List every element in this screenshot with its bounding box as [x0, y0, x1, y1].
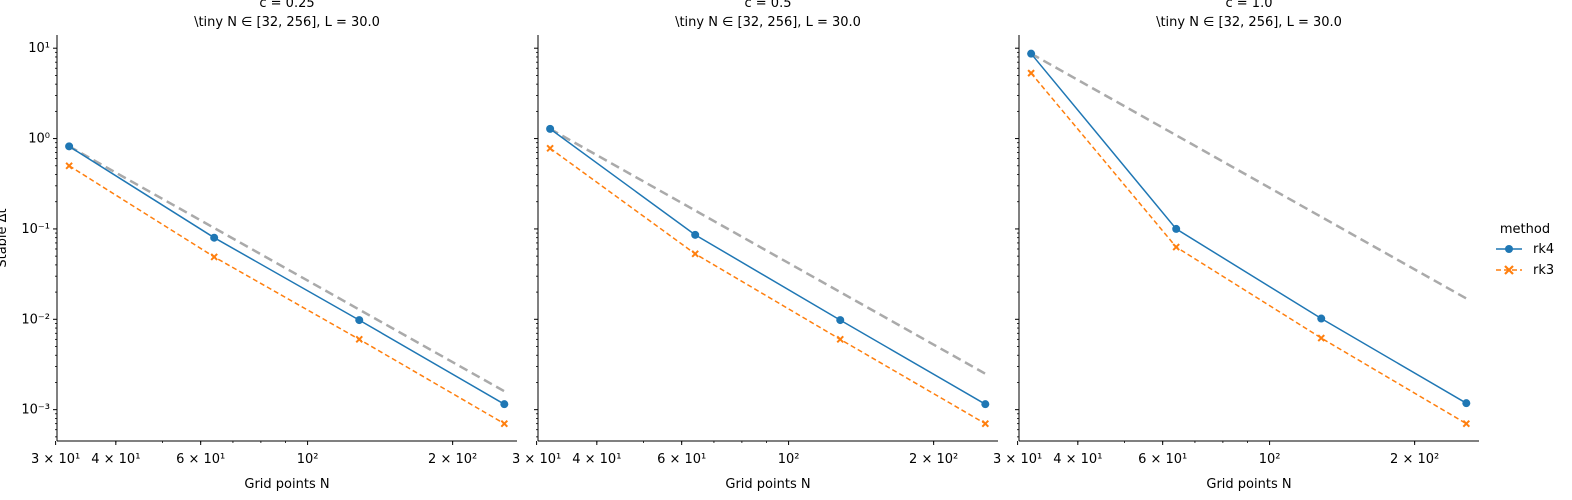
legend-rk3-label: rk3 [1533, 263, 1554, 278]
x-axis-label: Grid points N [244, 477, 329, 492]
marker-stroke [355, 335, 363, 344]
panel-title-line1: c = 0.25 [259, 0, 314, 11]
reference-slope-line [68, 145, 505, 393]
marker-stroke [836, 335, 844, 344]
x-tick-label: 3 × 10¹ [31, 452, 80, 467]
panel-title-line2: \tiny N ∈ [32, 256], L = 30.0 [675, 15, 861, 30]
marker-stroke [1027, 69, 1035, 77]
data-point-rk4 [836, 316, 845, 325]
marker-stroke [500, 419, 509, 428]
data-point-rk3 [355, 335, 363, 344]
y-tick-label: 10¹ [28, 41, 50, 56]
data-point-rk3 [1462, 419, 1471, 428]
x-tick-label: 3 × 10¹ [993, 452, 1042, 467]
series-line-rk4 [549, 128, 986, 405]
series-line-rk3 [1030, 72, 1467, 425]
y-tick-label: 10⁰ [28, 132, 50, 147]
x-tick-label: 4 × 10¹ [572, 452, 621, 467]
x-tick-label: 2 × 10² [1390, 452, 1439, 467]
marker-stroke [1317, 334, 1325, 342]
panel-1: 10⁻³ 10⁻² 10⁻¹ 10⁰ 10¹ 3 × 10¹ 4 × 10¹ 6 × 10¹ 1… [0, 0, 517, 492]
legend-title: method [1500, 222, 1550, 237]
x-tick-label: 10² [778, 452, 800, 467]
x-tick-label: 2 × 10² [909, 452, 958, 467]
y-tick-label: 10⁻¹ [21, 222, 50, 237]
data-point-rk4 [500, 400, 509, 409]
reference-slope-line [549, 127, 986, 375]
data-point-rk3 [65, 162, 73, 170]
legend-rk4-marker [1505, 245, 1513, 253]
x-tick-label: 6 × 10¹ [176, 452, 225, 467]
marker-stroke [1172, 243, 1180, 251]
data-point-rk3 [981, 419, 990, 428]
marker-stroke [1462, 419, 1471, 428]
panel-2: 3 × 10¹ 4 × 10¹ 6 × 10¹ 10² 2 × 10² Grid poin… [512, 0, 998, 492]
x-tick-label: 4 × 10¹ [91, 452, 140, 467]
data-point-rk4 [355, 316, 364, 325]
panel-title-line1: c = 1.0 [1226, 0, 1273, 11]
series-line-rk4 [68, 145, 505, 405]
data-point-rk4 [981, 400, 990, 409]
series-line-rk4 [1030, 53, 1467, 404]
data-point-rk3 [691, 250, 699, 258]
data-point-rk4 [1172, 224, 1181, 233]
legend-rk4-label: rk4 [1533, 242, 1554, 257]
panel-title-line2: \tiny N ∈ [32, 256], L = 30.0 [194, 15, 380, 30]
chart-panels: 10⁻³ 10⁻² 10⁻¹ 10⁰ 10¹ 3 × 10¹ 4 × 10¹ 6 × 10¹ 1… [0, 0, 1479, 492]
data-point-rk4 [1317, 314, 1326, 323]
data-point-rk4 [210, 233, 219, 242]
data-point-rk4 [65, 142, 74, 151]
data-point-rk3 [836, 335, 844, 344]
x-tick-label: 6 × 10¹ [1138, 452, 1187, 467]
legend: method rk4 rk3 [1496, 222, 1554, 278]
marker-stroke [981, 419, 990, 428]
x-axis-label: Grid points N [1206, 477, 1291, 492]
marker-stroke [546, 144, 554, 153]
reference-slope-line [1030, 52, 1467, 300]
marker-stroke [691, 250, 699, 258]
marker-stroke [65, 162, 73, 170]
data-point-rk3 [1317, 334, 1325, 342]
x-tick-label: 2 × 10² [428, 452, 477, 467]
x-tick-label: 4 × 10¹ [1053, 452, 1102, 467]
panel-3: 3 × 10¹ 4 × 10¹ 6 × 10¹ 10² 2 × 10² Grid poin… [993, 0, 1479, 492]
panel-title-line1: c = 0.5 [745, 0, 792, 11]
panel-title-line2: \tiny N ∈ [32, 256], L = 30.0 [1156, 15, 1342, 30]
y-tick-label: 10⁻³ [21, 403, 50, 418]
x-tick-label: 3 × 10¹ [512, 452, 561, 467]
x-tick-label: 10² [297, 452, 319, 467]
x-tick-label: 6 × 10¹ [657, 452, 706, 467]
data-point-rk3 [1027, 69, 1035, 77]
legend-rk3-marker [1504, 265, 1514, 275]
marker-stroke [210, 253, 218, 261]
data-point-rk4 [546, 124, 555, 133]
data-point-rk4 [691, 230, 700, 239]
y-axis-label: Stable Δt [0, 208, 10, 267]
data-point-rk3 [210, 253, 218, 261]
data-point-rk3 [500, 419, 509, 428]
x-tick-label: 10² [1259, 452, 1281, 467]
data-point-rk4 [1027, 49, 1036, 58]
data-point-rk4 [1462, 399, 1471, 408]
data-point-rk3 [546, 144, 554, 153]
series-line-rk3 [549, 147, 986, 425]
series-line-rk3 [68, 165, 505, 425]
x-axis-label: Grid points N [725, 477, 810, 492]
y-tick-label: 10⁻² [21, 312, 50, 327]
data-point-rk3 [1172, 243, 1180, 251]
